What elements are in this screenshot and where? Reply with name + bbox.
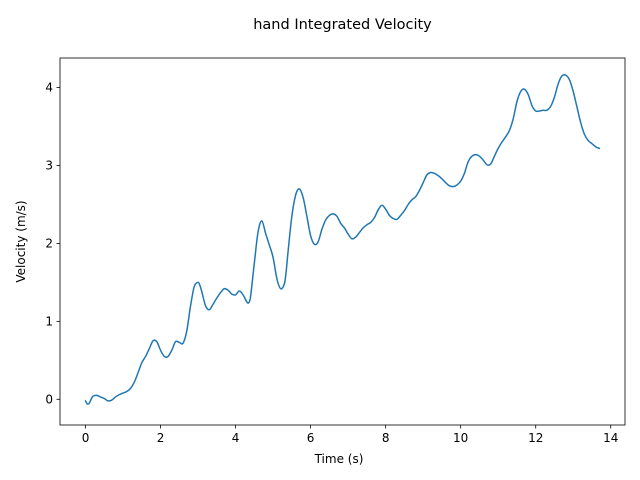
x-tick-label: 10 bbox=[453, 431, 468, 445]
x-axis: 0 2 4 6 8 10 12 14 bbox=[82, 425, 618, 445]
y-tick-label: 0 bbox=[45, 392, 53, 406]
plot-area bbox=[84, 73, 601, 405]
y-axis: 0 1 2 3 4 bbox=[45, 81, 60, 406]
y-tick-label: 4 bbox=[45, 81, 53, 95]
y-tick-label: 1 bbox=[45, 314, 53, 328]
plot-frame bbox=[59, 57, 626, 426]
x-tick-label: 0 bbox=[82, 431, 90, 445]
x-tick-label: 6 bbox=[307, 431, 315, 445]
y-tick-label: 2 bbox=[45, 236, 53, 250]
y-axis-label: Velocity (m/s) bbox=[14, 200, 28, 282]
x-axis-label: Time (s) bbox=[314, 452, 364, 466]
x-tick-label: 8 bbox=[382, 431, 390, 445]
chart-title: hand Integrated Velocity bbox=[253, 17, 432, 33]
x-tick-label: 12 bbox=[528, 431, 543, 445]
y-tick-label: 3 bbox=[45, 159, 53, 173]
x-tick-label: 2 bbox=[157, 431, 165, 445]
x-tick-label: 4 bbox=[232, 431, 240, 445]
velocity-series-line bbox=[84, 73, 601, 405]
x-tick-label: 14 bbox=[603, 431, 618, 445]
